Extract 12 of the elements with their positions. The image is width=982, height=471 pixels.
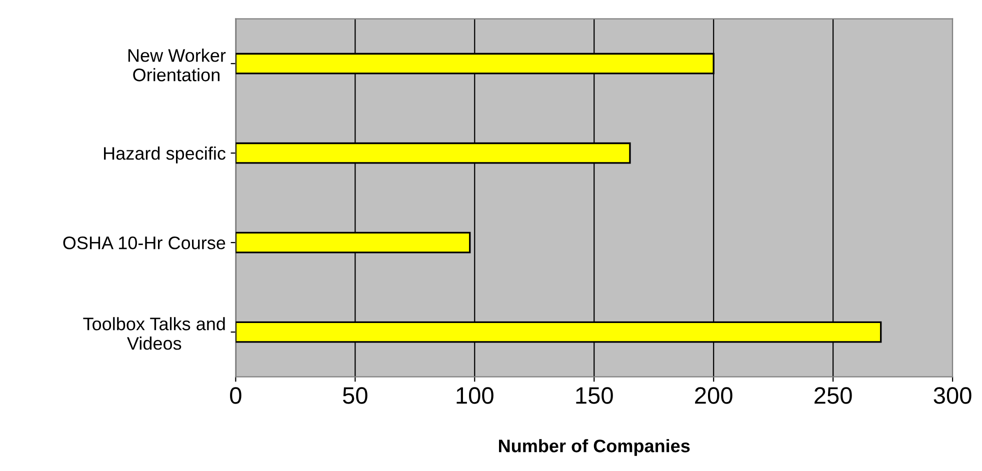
- x-tick-label: 250: [814, 387, 852, 404]
- x-tick-label: 50: [342, 387, 368, 404]
- y-tick-label: Hazard specific: [104, 146, 226, 164]
- y-tick-label: Toolbox Talks and Videos: [83, 317, 225, 350]
- y-tick-label: OSHA 10-Hr Course: [63, 236, 226, 250]
- x-tick-label: 100: [456, 387, 494, 404]
- x-tick-label: 300: [934, 387, 972, 404]
- x-axis-title: Number of Companies: [499, 439, 690, 456]
- x-tick-label: 0: [230, 387, 242, 404]
- x-tick-label: 150: [576, 387, 613, 404]
- x-tick-label: 200: [695, 387, 732, 404]
- y-tick-label: New Worker Orientation: [128, 48, 226, 82]
